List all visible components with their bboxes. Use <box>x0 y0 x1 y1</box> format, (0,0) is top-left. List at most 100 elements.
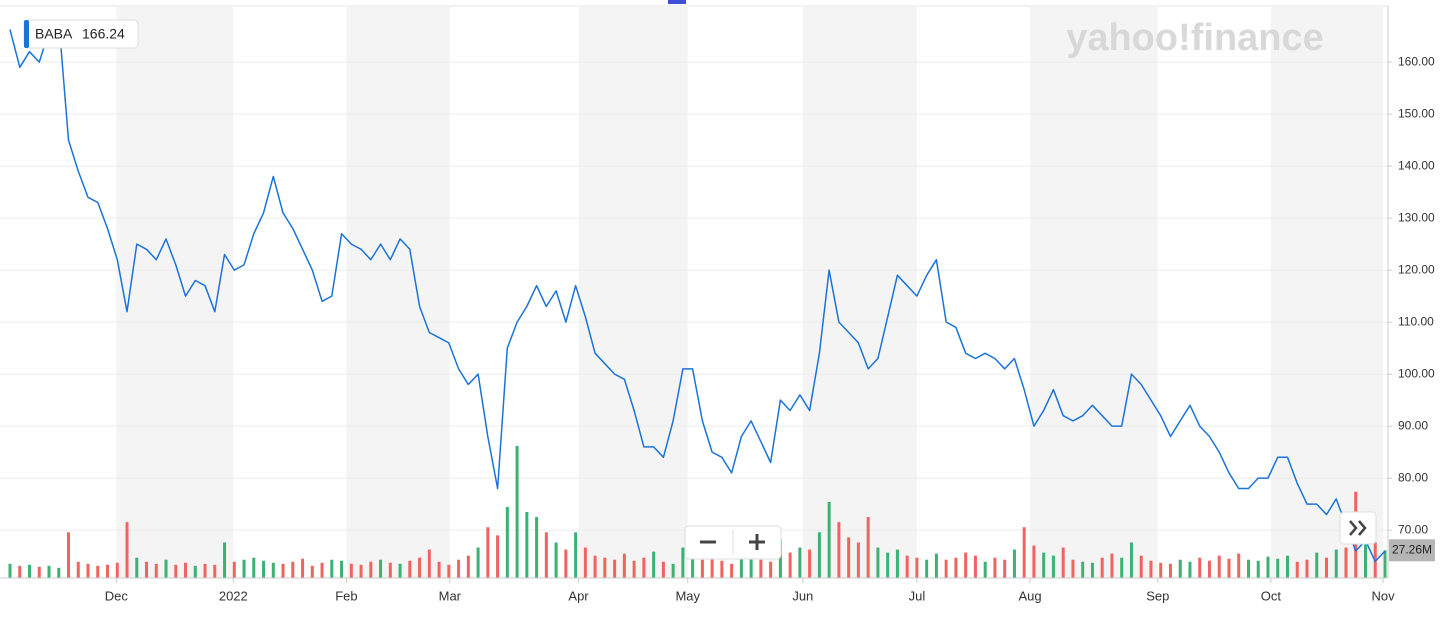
volume-bar <box>808 549 812 578</box>
volume-bar <box>1081 561 1085 578</box>
volume-bar <box>905 555 909 578</box>
volume-bar <box>379 559 383 578</box>
volume-bar <box>671 563 675 578</box>
volume-bar <box>262 560 266 578</box>
volume-bar <box>973 555 977 578</box>
volume-bar <box>476 547 480 578</box>
y-tick-label: 80.00 <box>1398 470 1428 484</box>
volume-bar <box>1051 555 1055 578</box>
volume-bar <box>769 561 773 578</box>
volume-bar <box>457 559 461 578</box>
month-bands <box>116 6 1384 578</box>
volume-bar <box>223 542 227 578</box>
volume-bar <box>915 557 919 578</box>
zoom-in-button[interactable] <box>749 534 765 550</box>
volume-bar <box>203 563 207 578</box>
volume-bar <box>505 506 509 578</box>
label-swatch <box>24 20 29 48</box>
volume-bar <box>349 563 353 578</box>
y-tick-label: 100.00 <box>1398 366 1435 380</box>
volume-bar <box>28 564 32 578</box>
volume-bar <box>993 557 997 578</box>
volume-bar <box>1285 555 1289 578</box>
volume-bar <box>934 553 938 578</box>
volume-bar <box>944 559 948 578</box>
volume-bar <box>1217 555 1221 578</box>
volume-bar <box>876 547 880 578</box>
volume-bar <box>700 559 704 578</box>
volume-bar <box>632 560 636 578</box>
volume-bar <box>115 562 119 578</box>
symbol-label: BABA 166.24 <box>23 19 139 49</box>
symbol-name: BABA <box>35 26 73 42</box>
volume-bar <box>681 547 685 578</box>
volume-bar <box>739 558 743 578</box>
volume-bar <box>817 532 821 578</box>
volume-bar <box>1012 549 1016 578</box>
volume-bar <box>1120 557 1124 578</box>
volume-bar <box>1305 559 1309 578</box>
volume-bar <box>798 547 802 578</box>
volume-bar <box>564 549 568 578</box>
volume-bar <box>827 501 831 578</box>
volume-bar <box>964 552 968 578</box>
y-tick-label: 150.00 <box>1398 106 1435 120</box>
volume-bar <box>1071 559 1075 578</box>
volume-bar <box>603 557 607 578</box>
volume-bar <box>1207 560 1211 578</box>
x-tick-label: Nov <box>1371 588 1395 603</box>
volume-bar <box>164 559 168 578</box>
volume-bar <box>895 549 899 578</box>
month-band <box>116 6 234 578</box>
x-tick-label: Jul <box>909 588 926 603</box>
volume-bar <box>1168 563 1172 578</box>
volume-bar <box>1334 549 1338 578</box>
volume-bar <box>583 547 587 578</box>
volume-bar <box>18 565 22 578</box>
volume-bar <box>67 532 71 578</box>
volume-bar <box>427 549 431 578</box>
volume-bar <box>652 551 656 578</box>
volume-bar <box>213 564 217 578</box>
x-tick-label: 2022 <box>219 588 248 603</box>
volume-bar <box>593 555 597 578</box>
volume-bar <box>1129 542 1133 578</box>
volume-bar <box>1159 562 1163 578</box>
volume-bar <box>866 517 870 578</box>
volume-bar <box>886 552 890 578</box>
volume-bar <box>369 561 373 578</box>
volume-bar <box>1198 557 1202 578</box>
price-line <box>9 19 1386 563</box>
volume-label: 27.26M <box>1392 542 1432 556</box>
volume-bar <box>622 553 626 578</box>
volume-bar <box>57 567 61 578</box>
chevron-2 <box>1358 520 1367 536</box>
volume-bar <box>574 532 578 578</box>
volume-bar <box>1022 527 1026 578</box>
x-tick-label: Oct <box>1261 588 1282 603</box>
volume-bar <box>1315 552 1319 578</box>
volume-bar <box>486 527 490 578</box>
volume-bar <box>1188 561 1192 578</box>
volume-bar <box>1295 561 1299 578</box>
price-line-group <box>9 19 1386 563</box>
volume-bar <box>788 552 792 578</box>
expand-button[interactable] <box>1339 511 1377 545</box>
volume-bar <box>408 560 412 578</box>
x-tick-label: Mar <box>439 588 462 603</box>
volume-label-box <box>1389 539 1435 562</box>
volume-bar <box>1110 553 1114 578</box>
volume-bar <box>759 559 763 578</box>
volume-bar <box>515 446 519 578</box>
volume-bar <box>359 564 363 578</box>
volume-bar <box>398 563 402 578</box>
volume-bar <box>837 522 841 578</box>
symbol-price: 166.24 <box>82 26 125 42</box>
volume-bar <box>730 563 734 578</box>
volume-bar <box>847 537 851 578</box>
x-tick-label: May <box>675 588 700 603</box>
volume-bar <box>388 562 392 578</box>
volume-bar <box>1266 556 1270 578</box>
volume-bar <box>232 561 236 578</box>
